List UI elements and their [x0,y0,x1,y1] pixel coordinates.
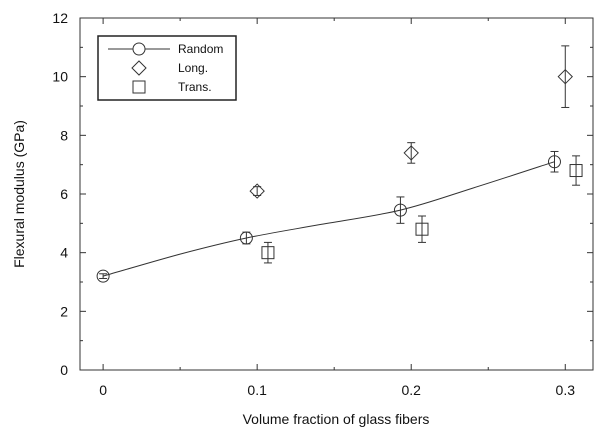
error-bars [99,45,581,279]
y-tick-label: 2 [60,303,68,319]
data-point-random [96,269,110,283]
y-axis-label: Flexural modulus (GPa) [11,120,27,268]
data-point-trans [569,164,583,178]
x-axis-ticks: 0 0.1 0.2 0.3 [99,18,575,398]
data-markers [96,68,583,283]
x-tick-label: 0.3 [556,382,576,398]
x-tick-label: 0.2 [401,382,421,398]
x-axis-label: Volume fraction of glass fibers [243,411,430,427]
y-tick-label: 4 [60,245,68,261]
y-tick-label: 6 [60,186,68,202]
x-tick-label: 0.1 [247,382,267,398]
data-point-random [547,155,561,169]
fit-curves [102,161,555,277]
y-tick-label: 0 [60,362,68,378]
legend-label-random: Random [178,42,223,56]
legend: Random Long. Trans. [97,35,237,101]
data-point-random [239,231,253,245]
data-point-long [249,183,265,199]
data-point-random [393,203,407,217]
legend-label-long: Long. [178,61,208,75]
data-point-trans [261,246,275,260]
y-axis-ticks: 0 2 4 6 8 10 12 [52,10,593,378]
legend-marker-trans [132,80,146,94]
y-tick-label: 10 [52,69,68,85]
y-tick-label: 12 [52,10,68,26]
data-point-trans [415,222,429,236]
data-point-long [557,68,573,85]
data-point-long [403,145,419,161]
legend-label-trans: Trans. [178,80,212,94]
series-line-random [102,161,555,277]
legend-marker-random [132,42,146,56]
legend-box [97,35,237,101]
legend-marker-long [131,60,147,76]
x-tick-label: 0 [99,382,107,398]
y-tick-label: 8 [60,127,68,143]
